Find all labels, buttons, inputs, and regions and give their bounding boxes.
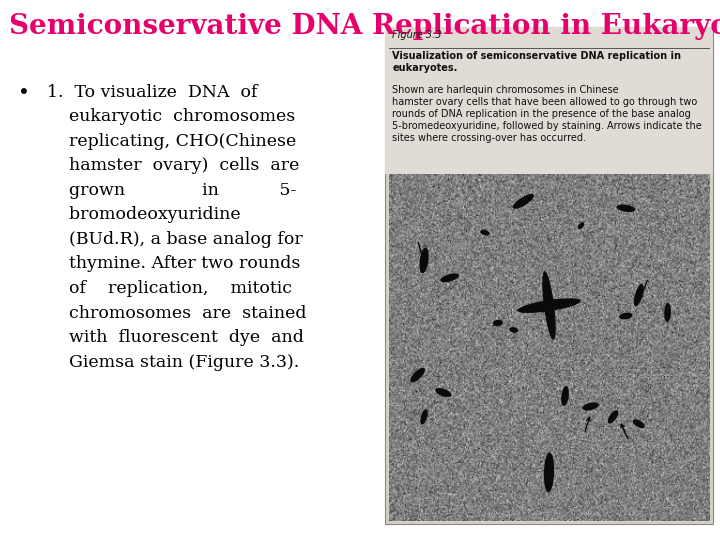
Ellipse shape [634,284,644,307]
Ellipse shape [410,368,425,382]
Ellipse shape [664,303,671,322]
Ellipse shape [544,453,554,492]
Ellipse shape [633,419,645,428]
Ellipse shape [616,205,636,212]
Ellipse shape [441,273,459,282]
Text: Figure 3.3: Figure 3.3 [392,30,442,40]
Ellipse shape [492,320,503,326]
Ellipse shape [480,230,490,235]
Text: Shown are harlequin chromosomes in Chinese
hamster ovary cells that have been al: Shown are harlequin chromosomes in Chine… [392,85,702,143]
Text: 1.  To visualize  DNA  of
    eukaryotic  chromosomes
    replicating, CHO(Chine: 1. To visualize DNA of eukaryotic chromo… [47,84,306,370]
Ellipse shape [619,313,633,320]
Ellipse shape [542,271,556,340]
Ellipse shape [608,410,618,423]
Bar [385,27,713,173]
Text: Visualization of semiconservative DNA replication in
eukaryotes.: Visualization of semiconservative DNA re… [392,51,681,73]
Ellipse shape [420,247,428,273]
Ellipse shape [582,402,599,410]
Ellipse shape [513,194,534,209]
Ellipse shape [577,222,585,229]
Ellipse shape [561,386,569,406]
Text: Semiconservative DNA Replication in Eukaryotes: Semiconservative DNA Replication in Euka… [9,14,720,40]
Bar [385,27,713,524]
Ellipse shape [509,327,518,333]
Ellipse shape [436,388,451,397]
Ellipse shape [420,409,428,424]
Text: •: • [18,84,30,103]
Ellipse shape [517,298,581,313]
